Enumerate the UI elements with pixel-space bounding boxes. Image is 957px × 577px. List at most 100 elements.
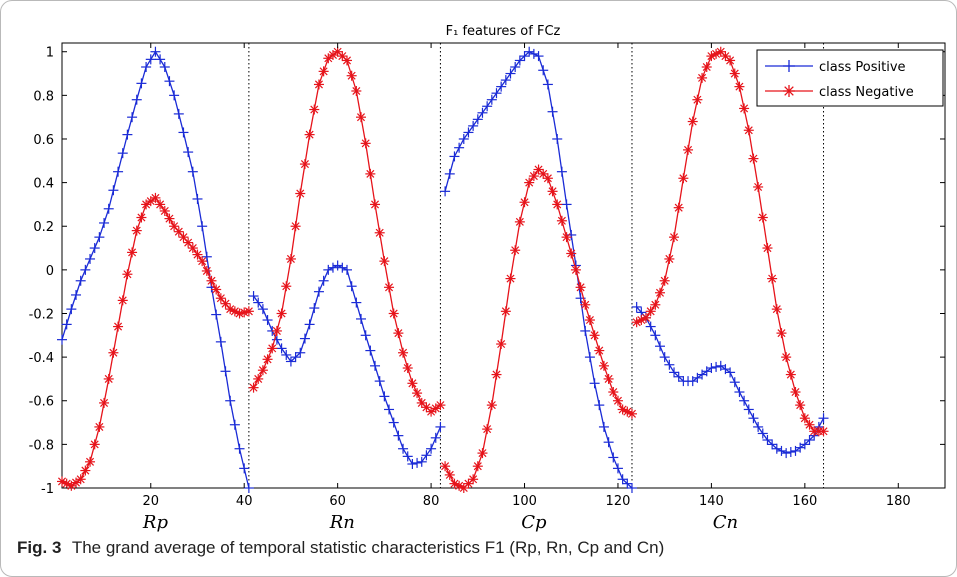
data-point xyxy=(370,360,381,371)
data-point xyxy=(781,352,792,363)
data-point xyxy=(692,94,703,105)
data-point xyxy=(626,408,637,419)
data-point xyxy=(379,256,390,267)
data-point xyxy=(468,474,479,485)
data-point xyxy=(706,363,717,374)
data-point xyxy=(117,148,128,159)
data-point xyxy=(75,275,86,286)
data-point xyxy=(136,212,147,223)
data-point xyxy=(547,186,558,197)
data-point xyxy=(598,421,609,432)
data-point xyxy=(89,439,100,450)
data-point xyxy=(594,400,605,411)
data-point xyxy=(477,107,488,118)
data-point xyxy=(757,428,768,439)
data-point xyxy=(589,330,600,341)
data-point xyxy=(131,94,142,105)
data-point xyxy=(290,352,301,363)
data-point xyxy=(253,297,264,308)
data-point xyxy=(608,387,619,398)
data-point xyxy=(580,299,591,310)
data-point xyxy=(743,404,754,415)
data-point xyxy=(524,46,535,57)
data-point xyxy=(631,301,642,312)
data-point xyxy=(753,181,764,192)
data-point xyxy=(103,373,114,384)
data-point xyxy=(187,166,198,177)
data-point xyxy=(117,295,128,306)
data-point xyxy=(701,61,712,72)
y-tick-label: 0.6 xyxy=(33,133,54,148)
data-point xyxy=(351,85,362,96)
data-point xyxy=(449,151,460,162)
data-point xyxy=(131,225,142,236)
data-point xyxy=(332,46,343,57)
data-point xyxy=(528,48,539,59)
data-point xyxy=(608,452,619,463)
data-point xyxy=(566,248,577,259)
data-point xyxy=(113,166,124,177)
data-point xyxy=(398,347,409,358)
y-tick-label: 0 xyxy=(46,264,54,279)
data-point xyxy=(122,129,133,140)
data-point xyxy=(482,424,493,435)
data-point xyxy=(416,456,427,467)
y-tick-label: -0.8 xyxy=(29,438,54,453)
data-point xyxy=(468,120,479,131)
data-point xyxy=(145,54,156,65)
data-point xyxy=(496,339,507,350)
data-point xyxy=(108,347,119,358)
data-point xyxy=(725,367,736,378)
y-tick-label: -1 xyxy=(41,482,54,497)
data-point xyxy=(356,313,367,324)
data-point xyxy=(673,371,684,382)
data-point xyxy=(412,457,423,468)
data-point xyxy=(444,168,455,179)
data-point xyxy=(257,365,268,376)
legend-item: class Negative xyxy=(765,85,914,100)
data-point xyxy=(295,347,306,358)
data-point xyxy=(491,88,502,99)
data-point xyxy=(500,306,511,317)
data-point xyxy=(818,413,829,424)
data-point xyxy=(281,281,292,292)
data-point xyxy=(753,421,764,432)
data-point xyxy=(603,437,614,448)
segment-label: Rp xyxy=(142,512,169,533)
data-point xyxy=(561,232,572,243)
data-point xyxy=(683,144,694,155)
data-point xyxy=(561,199,572,210)
data-point xyxy=(304,319,315,330)
data-point xyxy=(482,101,493,112)
data-point xyxy=(430,403,441,414)
y-tick-label: -0.2 xyxy=(29,307,54,322)
data-point xyxy=(678,173,689,184)
data-point xyxy=(711,361,722,372)
data-point xyxy=(477,448,488,459)
data-point xyxy=(337,262,348,273)
data-point xyxy=(211,284,222,295)
data-point xyxy=(225,395,236,406)
data-point xyxy=(57,334,67,345)
data-point xyxy=(122,269,133,280)
data-point xyxy=(155,54,166,65)
data-point xyxy=(384,282,395,293)
data-point xyxy=(164,213,175,224)
data-point xyxy=(150,192,161,203)
data-point xyxy=(519,51,530,62)
data-point xyxy=(580,325,591,336)
data-point xyxy=(444,469,455,480)
data-point xyxy=(388,417,399,428)
data-point xyxy=(262,354,273,365)
data-point xyxy=(472,114,483,125)
data-point xyxy=(795,400,806,411)
data-point xyxy=(734,387,745,398)
data-point xyxy=(524,177,535,188)
data-point xyxy=(192,249,203,260)
data-point xyxy=(729,68,740,79)
data-point xyxy=(594,345,605,356)
data-point xyxy=(299,159,310,170)
data-point xyxy=(332,260,343,271)
data-point xyxy=(66,304,77,315)
